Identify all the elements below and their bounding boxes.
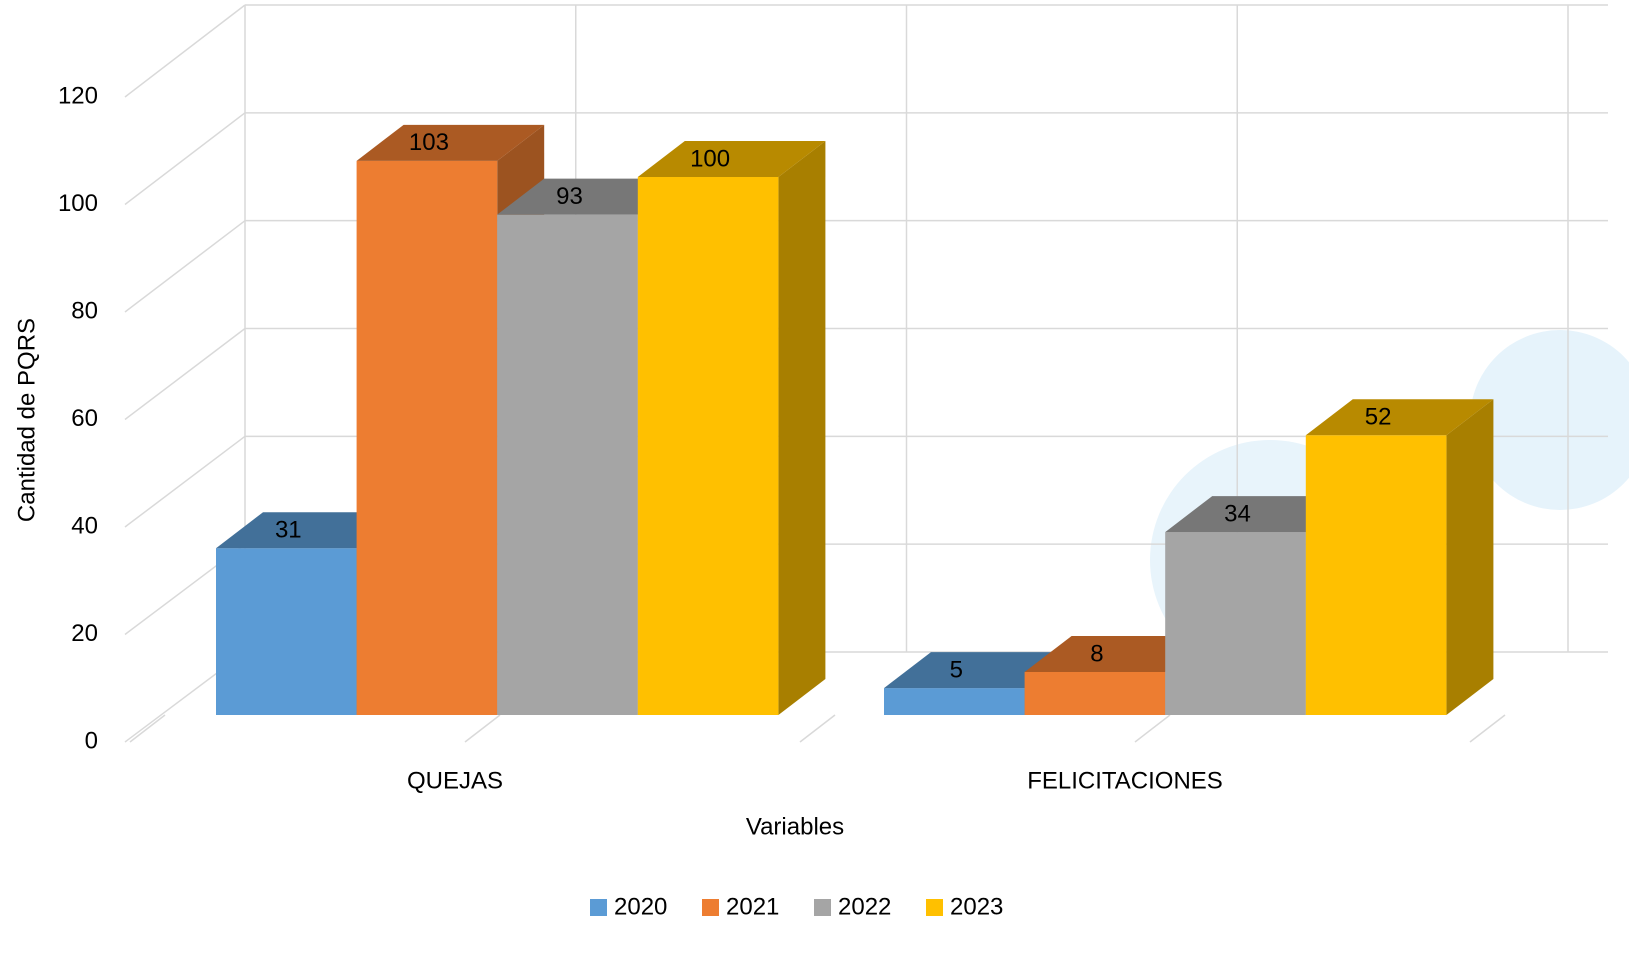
bar-top bbox=[356, 124, 545, 161]
legend-swatch bbox=[926, 899, 943, 916]
bar bbox=[497, 214, 638, 715]
x-axis-title: Variables bbox=[746, 813, 844, 840]
y-tick-label: 80 bbox=[71, 297, 98, 324]
data-label: 8 bbox=[1090, 640, 1103, 667]
y-axis-title: Cantidad de PQRS bbox=[13, 318, 40, 522]
data-label: 52 bbox=[1365, 404, 1392, 431]
y-tick-label: 120 bbox=[58, 82, 98, 109]
side-grid-line bbox=[124, 220, 246, 313]
y-tick-label: 60 bbox=[71, 405, 98, 432]
legend-swatch bbox=[814, 899, 831, 916]
bar bbox=[356, 160, 498, 716]
y-tick-label: 40 bbox=[71, 512, 98, 539]
data-label: 5 bbox=[950, 656, 963, 683]
legend-label: 2022 bbox=[838, 893, 891, 920]
data-label: 103 bbox=[409, 129, 449, 156]
bar-side bbox=[778, 141, 826, 715]
floor-line bbox=[464, 714, 501, 743]
y-tick-label: 100 bbox=[58, 190, 98, 217]
legend-swatch bbox=[702, 899, 719, 916]
bar bbox=[1165, 532, 1306, 715]
x-tick-label: FELICITACIONES bbox=[1027, 767, 1223, 794]
side-grid-line bbox=[124, 327, 246, 421]
background-decoration bbox=[1470, 330, 1629, 510]
side-grid-line bbox=[124, 112, 246, 206]
floor-line bbox=[1134, 714, 1171, 743]
data-label: 93 bbox=[556, 183, 583, 210]
floor-line bbox=[129, 714, 166, 743]
y-tick-label: 20 bbox=[71, 620, 98, 647]
data-label: 34 bbox=[1224, 500, 1251, 527]
legend-swatch bbox=[590, 899, 607, 916]
bar bbox=[884, 688, 1025, 715]
y-tick-label: 0 bbox=[85, 727, 98, 754]
data-label: 31 bbox=[275, 517, 302, 544]
bar bbox=[1024, 671, 1166, 715]
bar bbox=[637, 177, 779, 715]
floor-line bbox=[1469, 714, 1506, 743]
side-grid-line bbox=[124, 4, 246, 98]
x-tick-label: QUEJAS bbox=[407, 767, 503, 794]
floor-line bbox=[799, 714, 836, 743]
bar bbox=[216, 548, 357, 715]
bar-side bbox=[1446, 399, 1494, 715]
side-grid-line bbox=[124, 435, 246, 528]
bar-top bbox=[1305, 399, 1494, 436]
bar-top bbox=[637, 141, 826, 177]
legend-label: 2023 bbox=[950, 893, 1003, 920]
legend-label: 2020 bbox=[614, 893, 667, 920]
data-label: 100 bbox=[690, 145, 730, 172]
legend-label: 2021 bbox=[726, 893, 779, 920]
bar bbox=[1305, 435, 1447, 715]
